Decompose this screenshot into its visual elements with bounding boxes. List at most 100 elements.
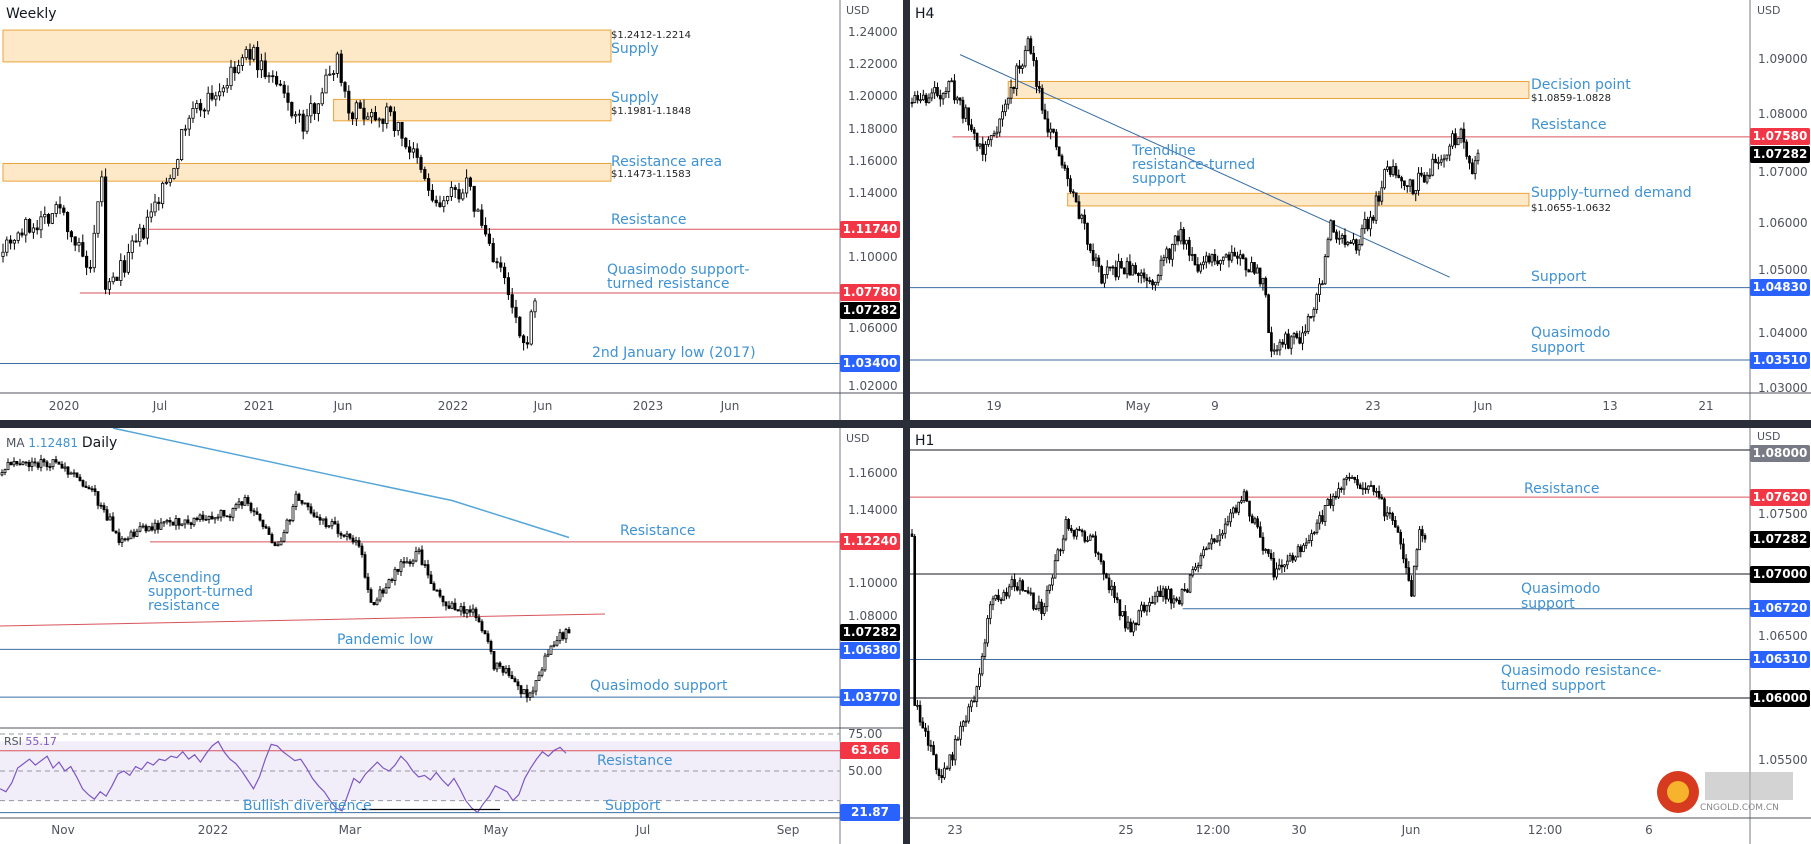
candle-up [414,551,418,562]
candle-up [198,514,202,520]
candle-down [1040,87,1044,111]
candle-up [1167,588,1170,600]
supply-zone-1-range: $1.2412-1.2214 [611,30,691,41]
candle-up [1010,579,1014,588]
candle-up [967,706,970,722]
candle-up [21,461,25,465]
candle-down [62,207,66,213]
candle-down [1164,588,1168,600]
candle-up [331,73,336,75]
candle-up [1415,549,1419,567]
candle-up [1342,478,1346,490]
candle-up [1154,281,1157,286]
candle-up [119,260,123,281]
rsi-chart[interactable] [0,733,840,814]
candle-down [1083,214,1086,224]
daily-chart[interactable] [0,428,840,703]
candle-down [1358,484,1362,490]
candle-up [528,692,532,698]
supply-demand-zone [1007,80,1530,99]
candle-up [1292,333,1296,338]
price-tick-label: 1.08000 [1758,106,1808,121]
date-tick-label: 2022 [197,823,229,837]
candle-up [1219,259,1222,265]
candle-down [1052,128,1055,133]
candle-down [1024,590,1027,592]
candle-down [1264,277,1268,296]
candle-down [1046,118,1050,133]
candle-up [1418,529,1421,551]
candle-up [39,216,43,231]
weekly-chart[interactable] [0,29,840,364]
candle-down [60,463,64,469]
candle-down [1353,477,1357,480]
candle-down [360,545,364,556]
candle-down [141,227,146,239]
candle-up [354,102,359,120]
candle-up [39,459,43,468]
candle-up [1340,234,1344,239]
candle-down [1137,272,1140,276]
candle-up [411,560,415,564]
candle-up [465,609,469,614]
candle-up [191,107,195,119]
candle-up [1323,505,1327,522]
candle-up [1301,332,1304,344]
daily-quasimodo-label: Quasimodo support [590,678,728,694]
candle-up [991,598,995,606]
candle-down [1434,158,1437,164]
candle-down [567,629,571,634]
candle-down [426,564,430,576]
candle-up [231,508,235,518]
candle-up [244,49,248,59]
candle-up [162,521,166,524]
candle-down [342,534,346,537]
candle-up [1261,277,1265,285]
candle-up [1360,228,1364,245]
candle-down [961,99,965,119]
candle-down [516,681,520,687]
candle-up [206,92,210,112]
candle-down [75,472,79,478]
date-tick-label: 2021 [243,399,275,413]
horizontal-divider [0,420,1811,428]
candle-up [1369,485,1373,487]
date-tick-label: 23 [1365,399,1381,413]
h1-chart[interactable] [910,449,1750,784]
ma-indicator-legend[interactable]: MA 1.12481 Daily [6,435,117,451]
candle-down [1397,174,1401,178]
candle-down [918,704,922,723]
candle-down [1270,332,1273,352]
candle-down [975,132,979,147]
candle-up [959,725,962,740]
price-tag: 1.07282 [1750,530,1810,548]
candle-down [1340,488,1343,490]
candle-down [510,675,514,680]
candle-down [18,463,22,466]
candle-up [168,178,172,183]
candle-up [552,644,556,647]
candle-down [1404,558,1408,569]
rsi-legend[interactable]: RSI 55.17 [4,735,57,748]
price-tag: 1.03770 [840,688,900,706]
candle-down [480,621,484,632]
candle-up [30,461,34,468]
rsi-line [0,740,567,814]
candle-down [453,602,457,611]
price-tick-label: 1.07000 [1758,164,1808,179]
candle-down [87,487,91,490]
candle-up [1015,65,1019,89]
candle-down [117,532,121,543]
candle-down [1114,266,1118,278]
h1-qm-resistance-label-2: turned support [1501,678,1606,694]
candle-down [423,564,427,566]
candle-up [1021,65,1024,69]
candle-up [234,504,238,509]
candle-down [420,549,424,565]
h4-chart[interactable] [910,35,1750,361]
candle-up [1137,610,1141,626]
candle-down [1175,598,1178,601]
candle-up [1369,216,1372,230]
candle-up [1361,487,1365,490]
